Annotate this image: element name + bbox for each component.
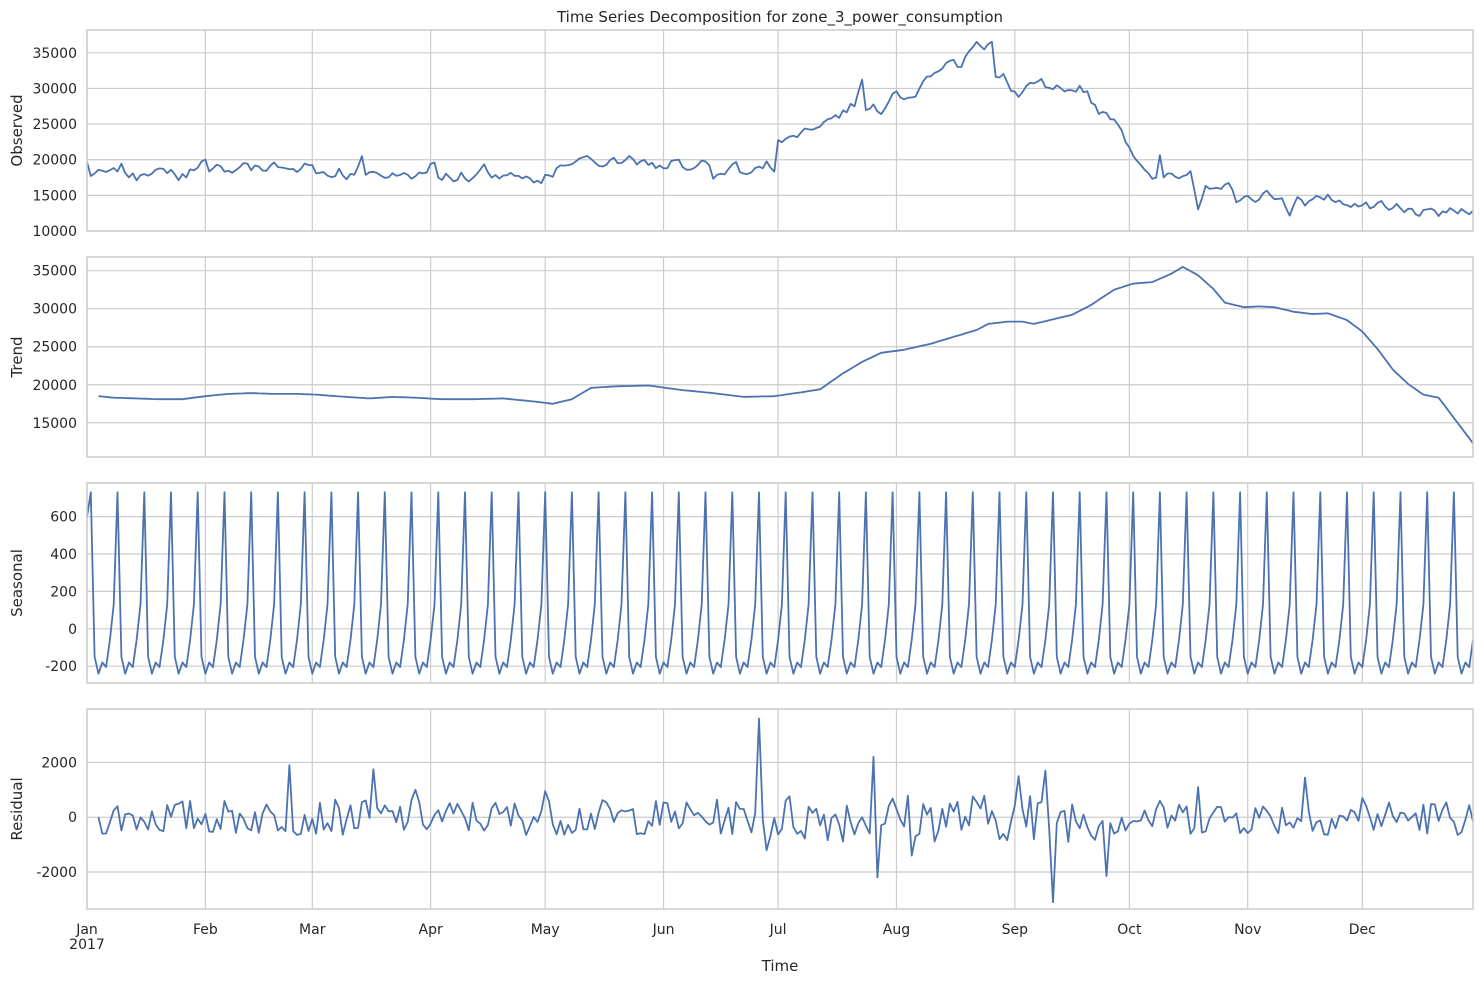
y-axis-label: Observed — [8, 94, 26, 166]
y-axis-label: Trend — [8, 336, 26, 378]
y-tick-label: 200 — [50, 584, 77, 600]
y-tick-label: 0 — [68, 810, 77, 826]
x-tick-label: Sep — [1002, 922, 1029, 938]
y-tick-label: 25000 — [32, 117, 77, 133]
y-tick-label: 600 — [50, 510, 77, 526]
x-tick-label: Jul — [769, 922, 787, 938]
y-tick-label: -2000 — [36, 865, 77, 881]
subplot-trend: 15000 20000 25000 30000 35000 Trend — [8, 256, 1474, 458]
series-line-residual — [97, 717, 1474, 904]
x-tick-label: Oct — [1117, 922, 1142, 938]
subplot-residual: -2000 0 2000 Residual — [8, 708, 1474, 910]
series-line-observed — [86, 40, 1474, 217]
x-tick-label: Feb — [193, 922, 218, 938]
x-tick-label: Jun — [652, 922, 675, 938]
subplot-seasonal: -200 0 200 400 600 Seasonal — [8, 482, 1474, 684]
y-tick-label: 2000 — [41, 755, 77, 771]
y-tick-label: 35000 — [32, 46, 77, 62]
y-tick-label: 0 — [68, 622, 77, 638]
x-tick-sublabel: 2017 — [69, 937, 105, 953]
plot-frame — [86, 29, 1474, 232]
y-tick-label: 15000 — [32, 416, 77, 432]
x-tick-label: Nov — [1234, 922, 1261, 938]
plot-frame — [86, 482, 1474, 684]
series-line-trend — [98, 266, 1474, 444]
chart-title: Time Series Decomposition for zone_3_pow… — [556, 8, 1003, 27]
x-tick-label: May — [531, 922, 560, 938]
x-tick-label: Mar — [299, 922, 326, 938]
plot-frame — [86, 256, 1474, 458]
y-tick-label: 25000 — [32, 340, 77, 356]
y-tick-label: 10000 — [32, 224, 77, 240]
x-tick-label: Aug — [883, 922, 910, 938]
y-tick-label: 20000 — [32, 153, 77, 169]
subplot-observed: 10000 15000 20000 25000 30000 35000 Observed — [8, 29, 1474, 240]
series-line-seasonal — [86, 491, 1474, 675]
x-axis-label: Time — [761, 957, 799, 975]
y-tick-label: -200 — [45, 659, 77, 675]
x-tick-label: Apr — [419, 922, 443, 938]
x-tick-label: Jan — [75, 922, 98, 938]
y-tick-label: 35000 — [32, 264, 77, 280]
y-tick-label: 15000 — [32, 188, 77, 204]
y-axis-label: Seasonal — [8, 549, 26, 617]
y-tick-label: 20000 — [32, 378, 77, 394]
plot-frame — [86, 708, 1474, 910]
y-axis-label: Residual — [8, 777, 26, 840]
y-tick-label: 30000 — [32, 302, 77, 318]
x-tick-label: Dec — [1349, 922, 1376, 938]
y-tick-label: 30000 — [32, 81, 77, 97]
y-tick-label: 400 — [50, 547, 77, 563]
